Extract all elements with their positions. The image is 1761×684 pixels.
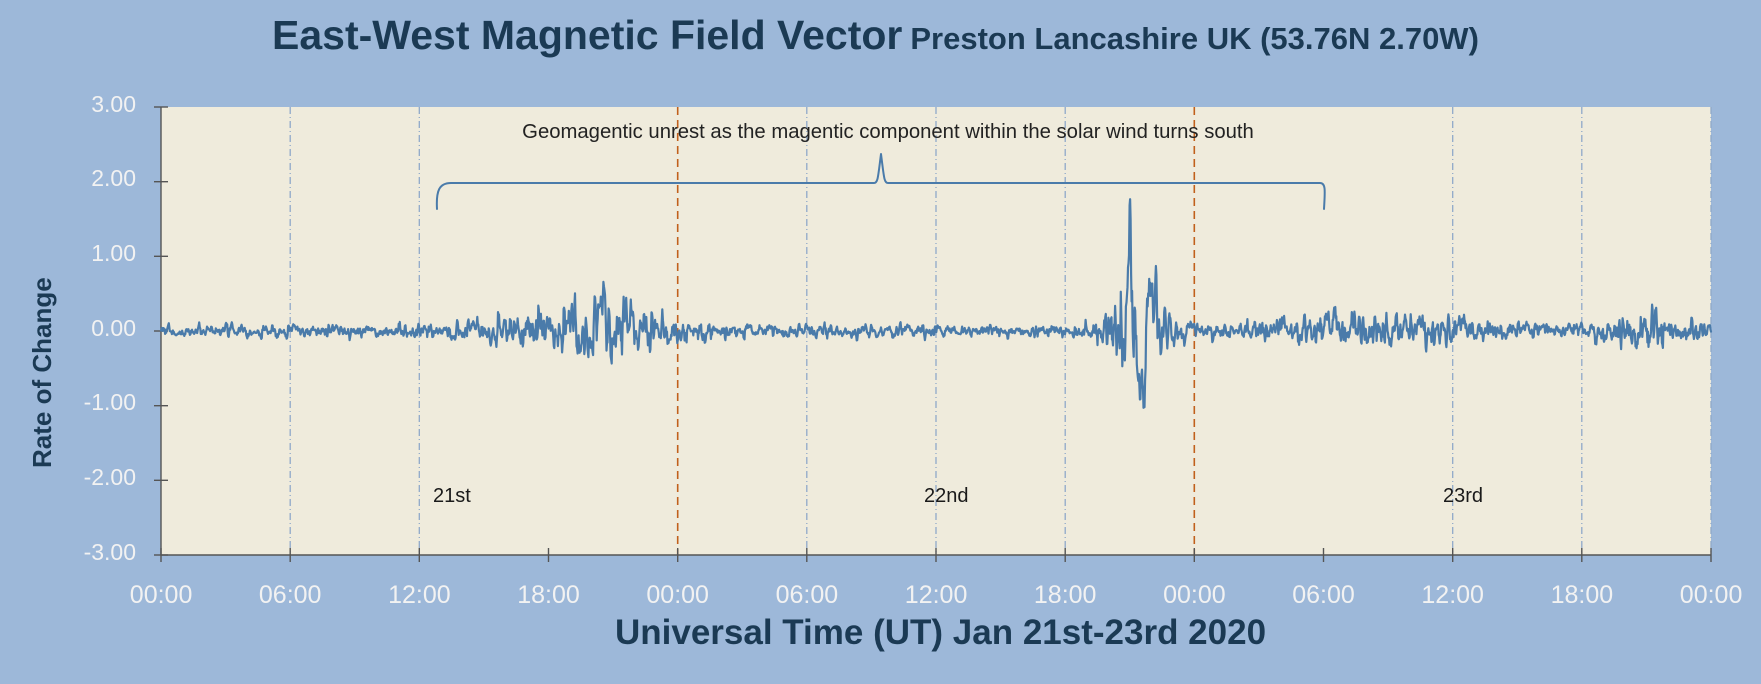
svg-text:Geomagentic unrest as the mage: Geomagentic unrest as the magentic compo…	[522, 121, 1254, 143]
